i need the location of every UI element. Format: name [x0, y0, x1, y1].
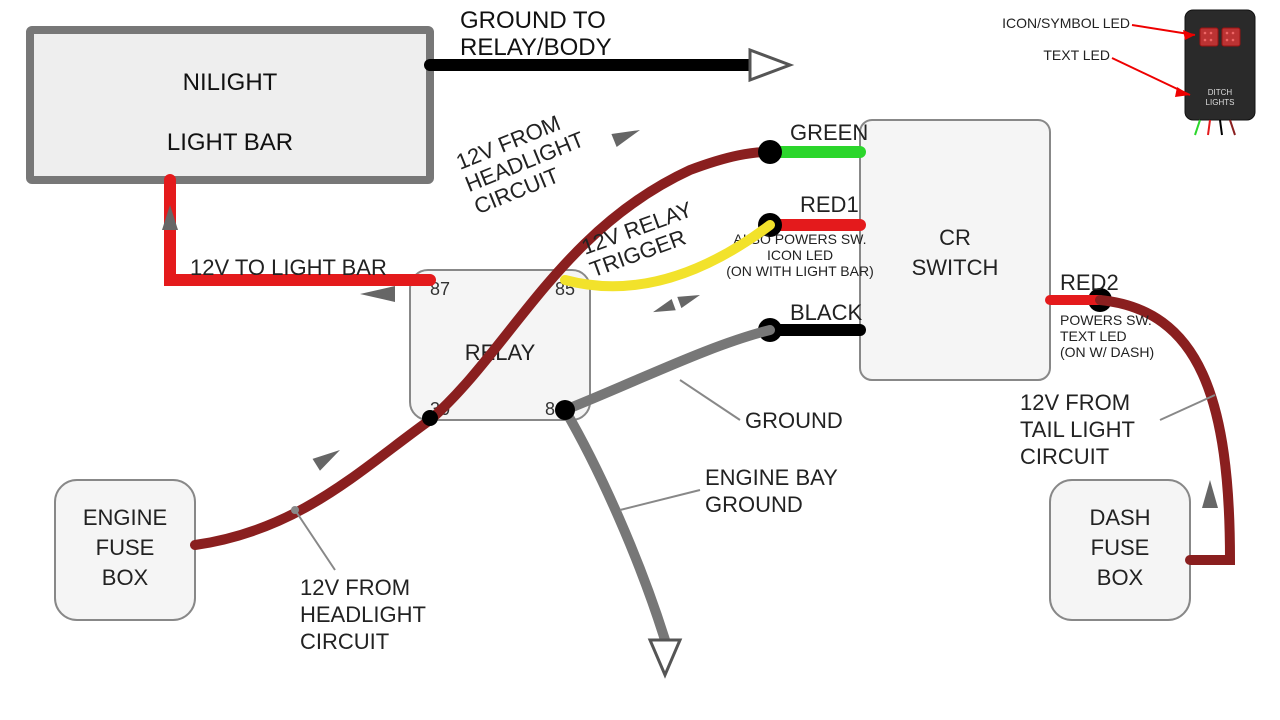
crswitch-label1: CR	[939, 225, 971, 250]
label-tail-2: TAIL LIGHT	[1020, 417, 1135, 442]
enginefuse-l3: BOX	[102, 565, 149, 590]
wire-engine-bay-ground	[565, 410, 665, 640]
callout-icon-led: ICON/SYMBOL LED	[1002, 15, 1130, 31]
label-red2: RED2	[1060, 270, 1119, 295]
label-to-lightbar: 12V TO LIGHT BAR	[190, 255, 387, 280]
label-green: GREEN	[790, 120, 868, 145]
label-red1: RED1	[800, 192, 859, 217]
label-tail-1: 12V FROM	[1020, 390, 1130, 415]
arrow-up-tail	[1202, 480, 1218, 508]
switch-inset: DITCH LIGHTS ICON/SYMBOL LED TEXT LED	[1002, 10, 1255, 135]
dashfuse-l3: BOX	[1097, 565, 1144, 590]
wire-ground-to-switch	[565, 330, 770, 410]
node-green	[758, 140, 782, 164]
lightbar-label2: LIGHT BAR	[167, 129, 293, 156]
lightbar-label1: NILIGHT	[183, 69, 278, 96]
leader-ebg	[620, 490, 700, 510]
label-black: BLACK	[790, 300, 862, 325]
switch-text-2: LIGHTS	[1206, 98, 1235, 107]
wiring-diagram: NILIGHT LIGHT BAR RELAY 87 85 30 86 CR S…	[0, 0, 1280, 720]
ground-symbol-icon	[650, 640, 680, 675]
crswitch-label2: SWITCH	[912, 255, 999, 280]
label-red2-s3: (ON W/ DASH)	[1060, 344, 1154, 360]
arrow-left-relay87	[360, 286, 395, 302]
label-ground: GROUND	[745, 408, 843, 433]
enginefuse-l1: ENGINE	[83, 505, 167, 530]
callout-text-led: TEXT LED	[1043, 47, 1110, 63]
wire-headlight-lower	[195, 420, 430, 545]
label-ground-relay-1: GROUND TO	[460, 7, 606, 34]
leader-ground	[680, 380, 740, 420]
ground-arrow-icon	[750, 50, 790, 80]
lightbar-box	[30, 30, 430, 180]
enginefuse-l2: FUSE	[96, 535, 155, 560]
leader-headlight	[295, 510, 335, 570]
switch-text-1: DITCH	[1208, 88, 1233, 97]
dashfuse-l2: FUSE	[1091, 535, 1150, 560]
crswitch-box	[860, 120, 1050, 380]
label-red2-s2: TEXT LED	[1060, 328, 1127, 344]
label-ebg-2: GROUND	[705, 492, 803, 517]
leader-tail	[1160, 395, 1215, 420]
label-headlight-b2: HEADLIGHT	[300, 602, 426, 627]
node-pin30	[422, 410, 438, 426]
dashfuse-l1: DASH	[1089, 505, 1150, 530]
label-red1-s2: ICON LED	[767, 247, 833, 263]
label-red1-s3: (ON WITH LIGHT BAR)	[726, 263, 874, 279]
label-tail-3: CIRCUIT	[1020, 444, 1109, 469]
label-red2-s1: POWERS SW.	[1060, 312, 1152, 328]
node-pin86	[555, 400, 575, 420]
label-headlight-b1: 12V FROM	[300, 575, 410, 600]
label-ground-relay-2: RELAY/BODY	[460, 34, 612, 61]
label-headlight-b3: CIRCUIT	[300, 629, 389, 654]
label-ebg-1: ENGINE BAY	[705, 465, 838, 490]
